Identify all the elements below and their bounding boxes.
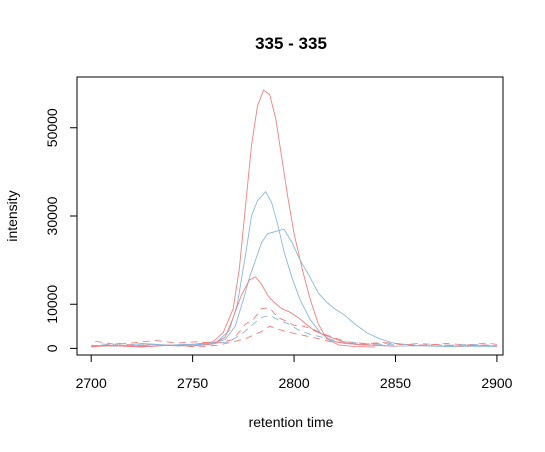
series-line-2: [91, 190, 497, 348]
plot-frame: [76, 76, 504, 356]
chart-title: 335 - 335: [255, 34, 327, 53]
y-axis-label: intensity: [4, 190, 20, 241]
series-layer: [91, 89, 497, 348]
x-tick-label: 2850: [380, 375, 411, 391]
series-line-6: [101, 314, 497, 347]
series-line-7: [91, 325, 497, 348]
series-line-5: [95, 307, 497, 346]
y-tick-label: 30000: [44, 196, 60, 235]
x-axis-label: retention time: [249, 414, 334, 430]
y-tick-label: 0: [44, 344, 60, 352]
x-axis-ticks: 2700 2750 2800 2850 2900: [76, 355, 513, 391]
y-tick-label: 10000: [44, 285, 60, 324]
series-line-3: [95, 228, 497, 347]
series-line-4: [91, 276, 396, 348]
x-tick-label: 2750: [177, 375, 208, 391]
y-tick-label: 50000: [44, 108, 60, 147]
x-tick-label: 2900: [481, 375, 512, 391]
x-tick-label: 2700: [76, 375, 107, 391]
series-line-1: [91, 89, 376, 348]
y-axis-ticks: 0 10000 30000 50000: [44, 108, 77, 352]
x-tick-label: 2800: [278, 375, 309, 391]
